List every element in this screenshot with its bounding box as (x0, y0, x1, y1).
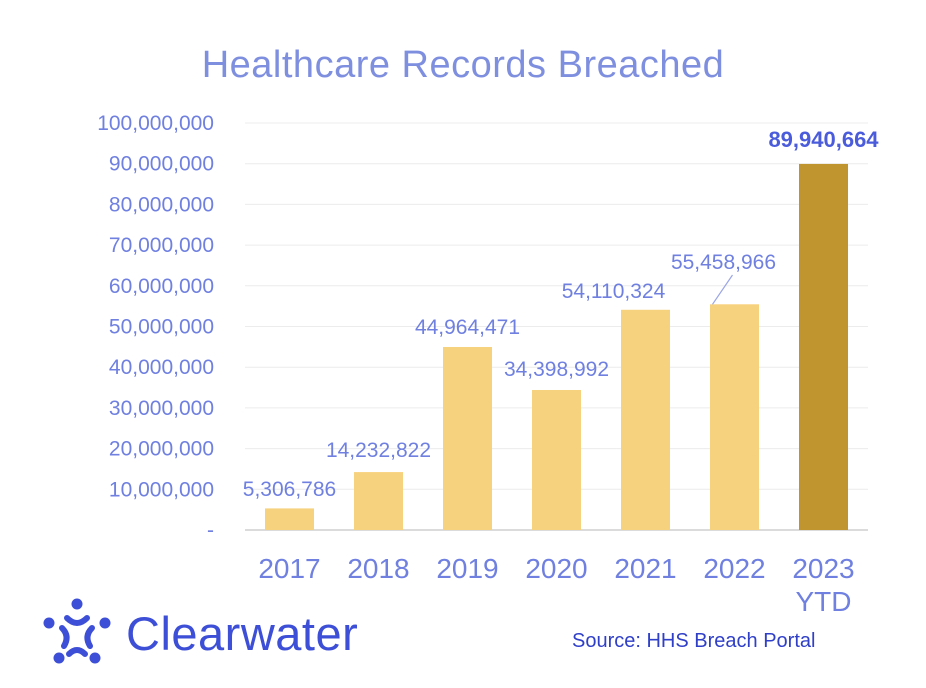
y-tick-label: 80,000,000 (109, 193, 214, 216)
y-tick-label: 20,000,000 (109, 438, 214, 461)
x-tick-label: 2020 (525, 553, 587, 584)
x-tick-label: 2021 (614, 553, 676, 584)
data-label: 89,940,664 (768, 127, 879, 152)
y-tick-label: 10,000,000 (109, 478, 214, 501)
y-tick-label: 30,000,000 (109, 397, 214, 420)
bar (799, 163, 848, 530)
y-tick-label: 90,000,000 (109, 153, 214, 176)
y-tick-label: 100,000,000 (97, 112, 214, 135)
bar (621, 309, 670, 530)
y-tick-label: 70,000,000 (109, 234, 214, 257)
clearwater-logo-icon (43, 598, 111, 664)
x-tick-label: 2019 (436, 553, 498, 584)
bar (443, 346, 492, 530)
chart-title: Healthcare Records Breached (201, 44, 725, 86)
bar (532, 389, 581, 530)
bar (710, 304, 759, 530)
bar (354, 472, 403, 530)
data-label: 54,110,324 (562, 280, 666, 303)
x-tick-label: 2017 (258, 553, 320, 584)
data-label-leader-line (712, 274, 733, 305)
y-tick-label: 40,000,000 (109, 356, 214, 379)
x-tick-label: YTD (796, 586, 852, 617)
x-tick-label: 2023 (792, 553, 854, 584)
y-tick-label: 60,000,000 (109, 275, 214, 298)
data-label: 5,306,786 (243, 478, 336, 501)
bar (265, 508, 314, 530)
source-note: Source: HHS Breach Portal (572, 630, 816, 652)
y-tick-label: - (207, 519, 214, 542)
brand-name: Clearwater (126, 606, 359, 660)
y-tick-label: 50,000,000 (109, 316, 214, 339)
bar-chart: - 10,000,000 20,000,000 30,000,000 40,000,00… (97, 112, 879, 617)
data-label: 44,964,471 (415, 316, 520, 339)
x-tick-label: 2018 (347, 553, 409, 584)
clearwater-logo: Clearwater (40, 598, 358, 668)
data-label: 34,398,992 (504, 358, 609, 381)
data-label: 55,458,966 (671, 251, 776, 274)
data-label: 14,232,822 (326, 439, 431, 462)
x-tick-label: 2022 (703, 553, 765, 584)
